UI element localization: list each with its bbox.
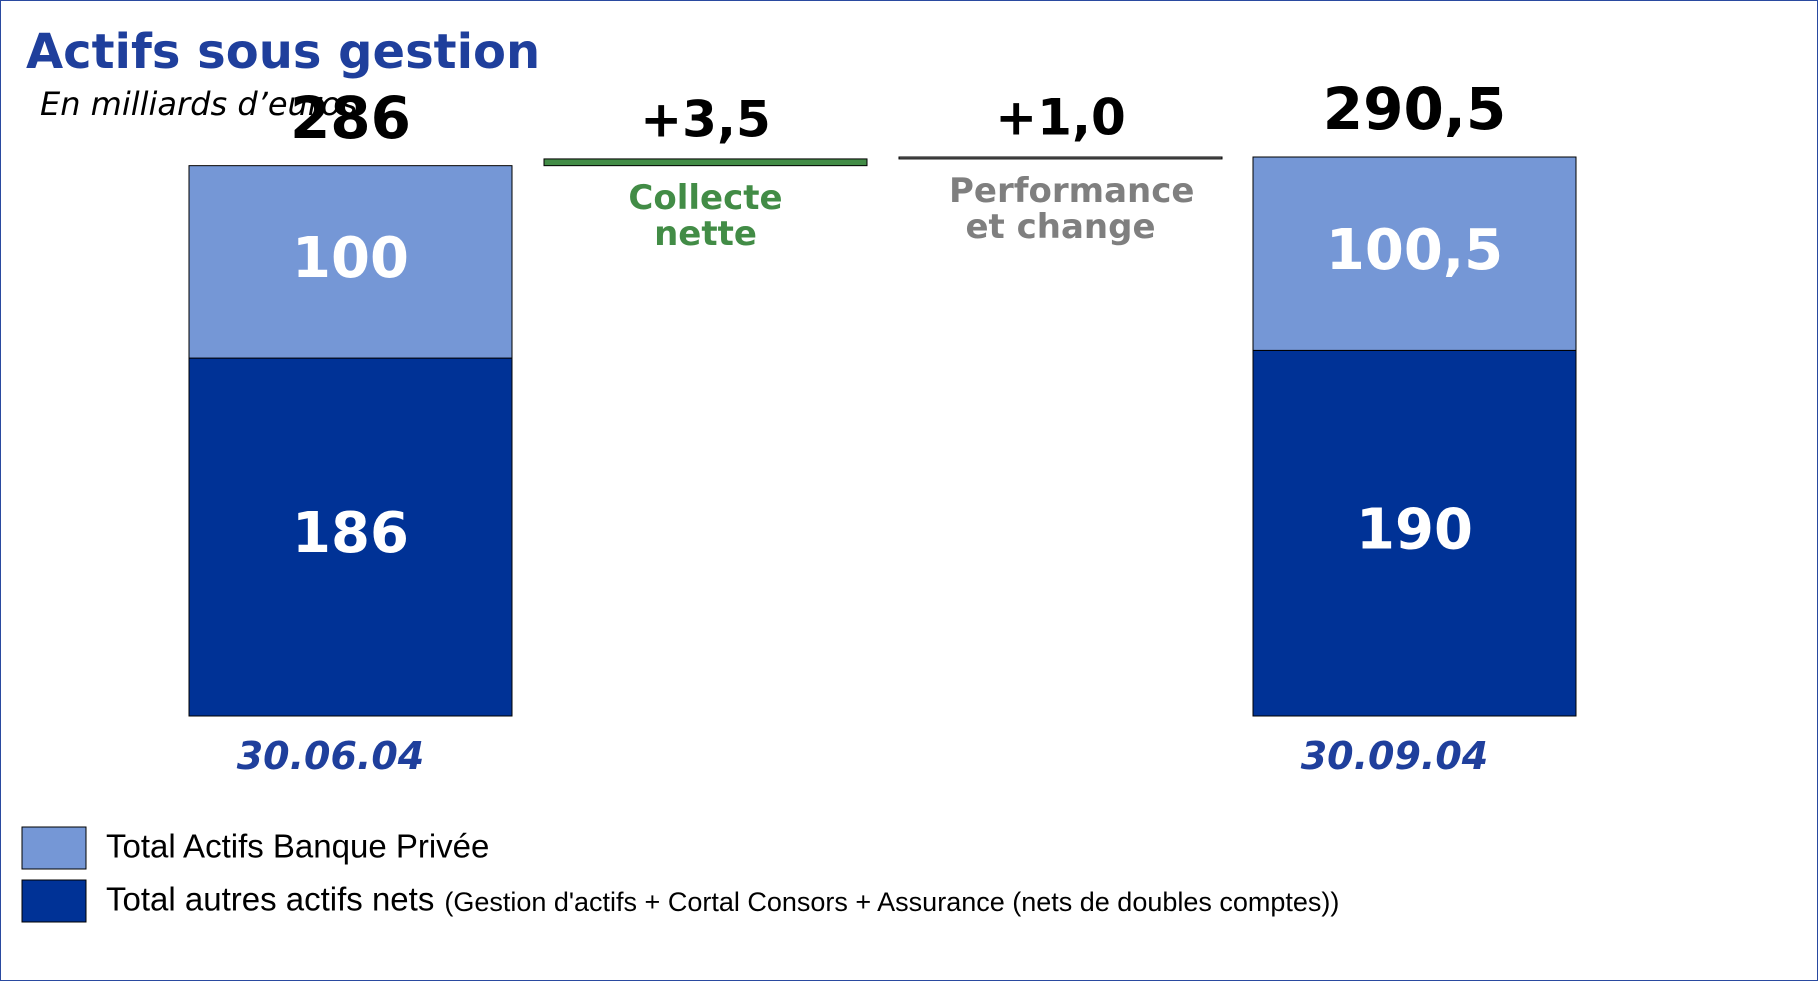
total-label: 290,5: [1323, 75, 1506, 143]
legend-label: Total Actifs Banque Privée: [106, 828, 489, 865]
value-label: 100,5: [1326, 218, 1503, 283]
bar-segment: [188, 357, 513, 717]
category-label: Collecte nette: [628, 177, 783, 254]
chart-title: Actifs sous gestion: [26, 24, 540, 80]
step-label: +3,5: [640, 90, 770, 148]
legend-swatch: [21, 879, 87, 923]
value-label: 190: [1356, 497, 1473, 562]
legend-swatch: [21, 826, 87, 870]
value-label: 100: [292, 226, 409, 291]
step-bar: [543, 158, 868, 167]
chart-subtitle: En milliards d’euros: [40, 85, 357, 123]
legend-label: Total autres actifs nets: [106, 881, 434, 918]
bar-segment: [1252, 349, 1577, 717]
legend-note: (Gestion d'actifs + Cortal Consors + Ass…: [444, 887, 1339, 917]
category-label: Performance et change: [949, 170, 1195, 247]
step-bar: [898, 156, 1223, 160]
bar-segment: [1252, 156, 1577, 351]
total-label: 286: [290, 84, 411, 152]
category-label: 30.09.04: [1300, 734, 1489, 778]
step-label: +1,0: [995, 89, 1125, 147]
category-label: 30.06.04: [236, 734, 425, 778]
bar-segment: [188, 165, 513, 359]
value-label: 186: [292, 501, 409, 566]
